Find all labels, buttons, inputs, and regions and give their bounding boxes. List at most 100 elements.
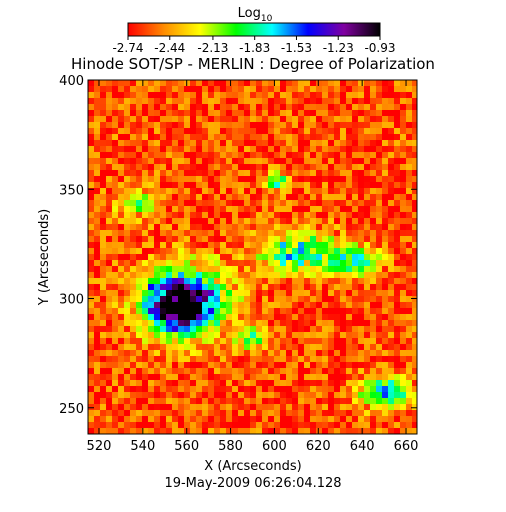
heatmap-cell	[94, 200, 100, 206]
heatmap-cell	[178, 116, 184, 122]
heatmap-cell	[214, 410, 220, 416]
heatmap-cell	[406, 80, 412, 86]
heatmap-cell	[316, 308, 322, 314]
heatmap-cell	[376, 128, 382, 134]
heatmap-cell	[202, 314, 208, 320]
heatmap-cell	[358, 80, 364, 86]
heatmap-cell	[256, 290, 262, 296]
heatmap-cell	[316, 218, 322, 224]
heatmap-cell	[160, 194, 166, 200]
heatmap-cell	[340, 380, 346, 386]
heatmap-cell	[388, 134, 394, 140]
heatmap-cell	[232, 296, 238, 302]
heatmap-cell	[190, 116, 196, 122]
heatmap-cell	[184, 98, 190, 104]
heatmap-cell	[88, 98, 94, 104]
heatmap-cell	[280, 224, 286, 230]
heatmap-cell	[88, 248, 94, 254]
heatmap-cell	[190, 320, 196, 326]
heatmap-cell	[88, 272, 94, 278]
heatmap-cell	[136, 320, 142, 326]
heatmap-cell	[328, 194, 334, 200]
heatmap-cell	[292, 368, 298, 374]
heatmap-cell	[346, 98, 352, 104]
heatmap-cell	[292, 278, 298, 284]
heatmap-cell	[382, 170, 388, 176]
heatmap-cell	[292, 134, 298, 140]
heatmap-cell	[310, 386, 316, 392]
heatmap-cell	[244, 326, 250, 332]
heatmap-cell	[406, 392, 412, 398]
heatmap-cell	[190, 98, 196, 104]
heatmap-cell	[250, 146, 256, 152]
heatmap-cell	[160, 332, 166, 338]
heatmap-cell	[160, 296, 166, 302]
heatmap-cell	[184, 158, 190, 164]
heatmap-cell	[280, 422, 286, 428]
heatmap-cell	[88, 92, 94, 98]
heatmap-cell	[142, 116, 148, 122]
heatmap-cell	[106, 404, 112, 410]
heatmap-cell	[220, 194, 226, 200]
heatmap-cell	[322, 302, 328, 308]
heatmap-cell	[160, 344, 166, 350]
heatmap-cell	[250, 158, 256, 164]
heatmap-cell	[106, 170, 112, 176]
heatmap-cell	[100, 140, 106, 146]
heatmap-cell	[334, 98, 340, 104]
heatmap-cell	[256, 188, 262, 194]
heatmap-cell	[304, 296, 310, 302]
heatmap-cell	[394, 200, 400, 206]
heatmap-cell	[148, 104, 154, 110]
heatmap-cell	[130, 212, 136, 218]
heatmap-cell	[256, 140, 262, 146]
heatmap-cell	[358, 314, 364, 320]
heatmap-cell	[94, 218, 100, 224]
heatmap-cell	[370, 194, 376, 200]
heatmap-cell	[310, 314, 316, 320]
heatmap-cell	[100, 302, 106, 308]
x-tick-label: 520	[87, 439, 112, 454]
heatmap-cell	[352, 320, 358, 326]
heatmap-cell	[412, 422, 417, 428]
heatmap-cell	[298, 224, 304, 230]
heatmap-cell	[382, 326, 388, 332]
heatmap-cell	[112, 320, 118, 326]
heatmap-cell	[406, 182, 412, 188]
heatmap-cell	[394, 272, 400, 278]
heatmap-cell	[88, 188, 94, 194]
heatmap-cell	[250, 374, 256, 380]
heatmap-cell	[94, 344, 100, 350]
heatmap-cell	[262, 314, 268, 320]
heatmap-cell	[160, 284, 166, 290]
heatmap-cell	[136, 86, 142, 92]
heatmap-cell	[292, 200, 298, 206]
heatmap-cell	[286, 338, 292, 344]
heatmap-cell	[364, 230, 370, 236]
heatmap-cell	[376, 266, 382, 272]
heatmap-cell	[118, 122, 124, 128]
heatmap-cell	[286, 326, 292, 332]
heatmap-cell	[172, 248, 178, 254]
heatmap-cell	[100, 296, 106, 302]
heatmap-cell	[160, 368, 166, 374]
heatmap-cell	[136, 110, 142, 116]
heatmap-cell	[244, 128, 250, 134]
heatmap-cell	[400, 302, 406, 308]
heatmap-cell	[274, 206, 280, 212]
heatmap-cell	[286, 86, 292, 92]
heatmap-cell	[406, 428, 412, 434]
heatmap-cell	[244, 98, 250, 104]
heatmap-cell	[322, 290, 328, 296]
heatmap-cell	[106, 368, 112, 374]
heatmap-cell	[154, 230, 160, 236]
heatmap-cell	[328, 146, 334, 152]
heatmap-cell	[100, 128, 106, 134]
heatmap-cell	[136, 308, 142, 314]
heatmap-cell	[334, 212, 340, 218]
heatmap-cell	[310, 356, 316, 362]
heatmap-cell	[304, 254, 310, 260]
heatmap-cell	[382, 122, 388, 128]
heatmap-cell	[214, 152, 220, 158]
heatmap-cell	[334, 182, 340, 188]
